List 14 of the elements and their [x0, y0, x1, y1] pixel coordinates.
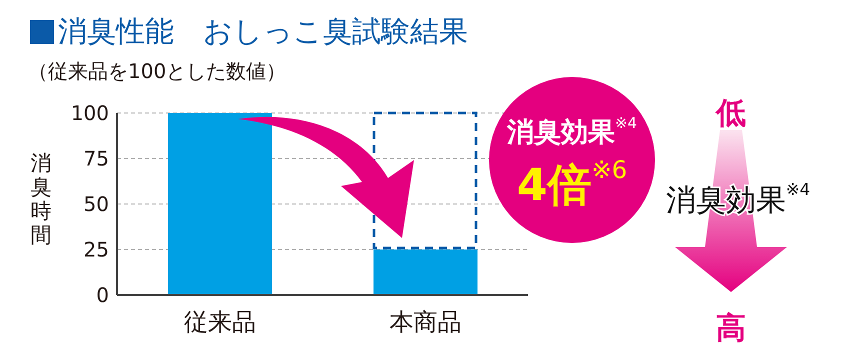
annotation: 消臭効果$^{※4}$ — [506, 114, 637, 148]
annotation: 4倍$^{※6}$ — [516, 156, 628, 211]
y-tick-label: 75 — [84, 146, 109, 171]
chart-subtitle: （従来品を100とした数値） — [28, 58, 286, 85]
text: 低 — [715, 96, 746, 131]
x-tick-label: 従来品 — [184, 308, 256, 336]
y-tick-label: 50 — [84, 192, 109, 216]
y-axis-title: 消臭時間 — [30, 151, 52, 247]
chart-title: 消臭性能 おしっこ臭試験結果 — [58, 13, 468, 50]
y-tick-label: 100 — [70, 101, 109, 126]
y-tick-label: 25 — [84, 238, 109, 262]
text: 高 — [716, 311, 746, 346]
x-tick-label: 本商品 — [389, 308, 462, 336]
y-tick-label: 0 — [96, 283, 109, 308]
